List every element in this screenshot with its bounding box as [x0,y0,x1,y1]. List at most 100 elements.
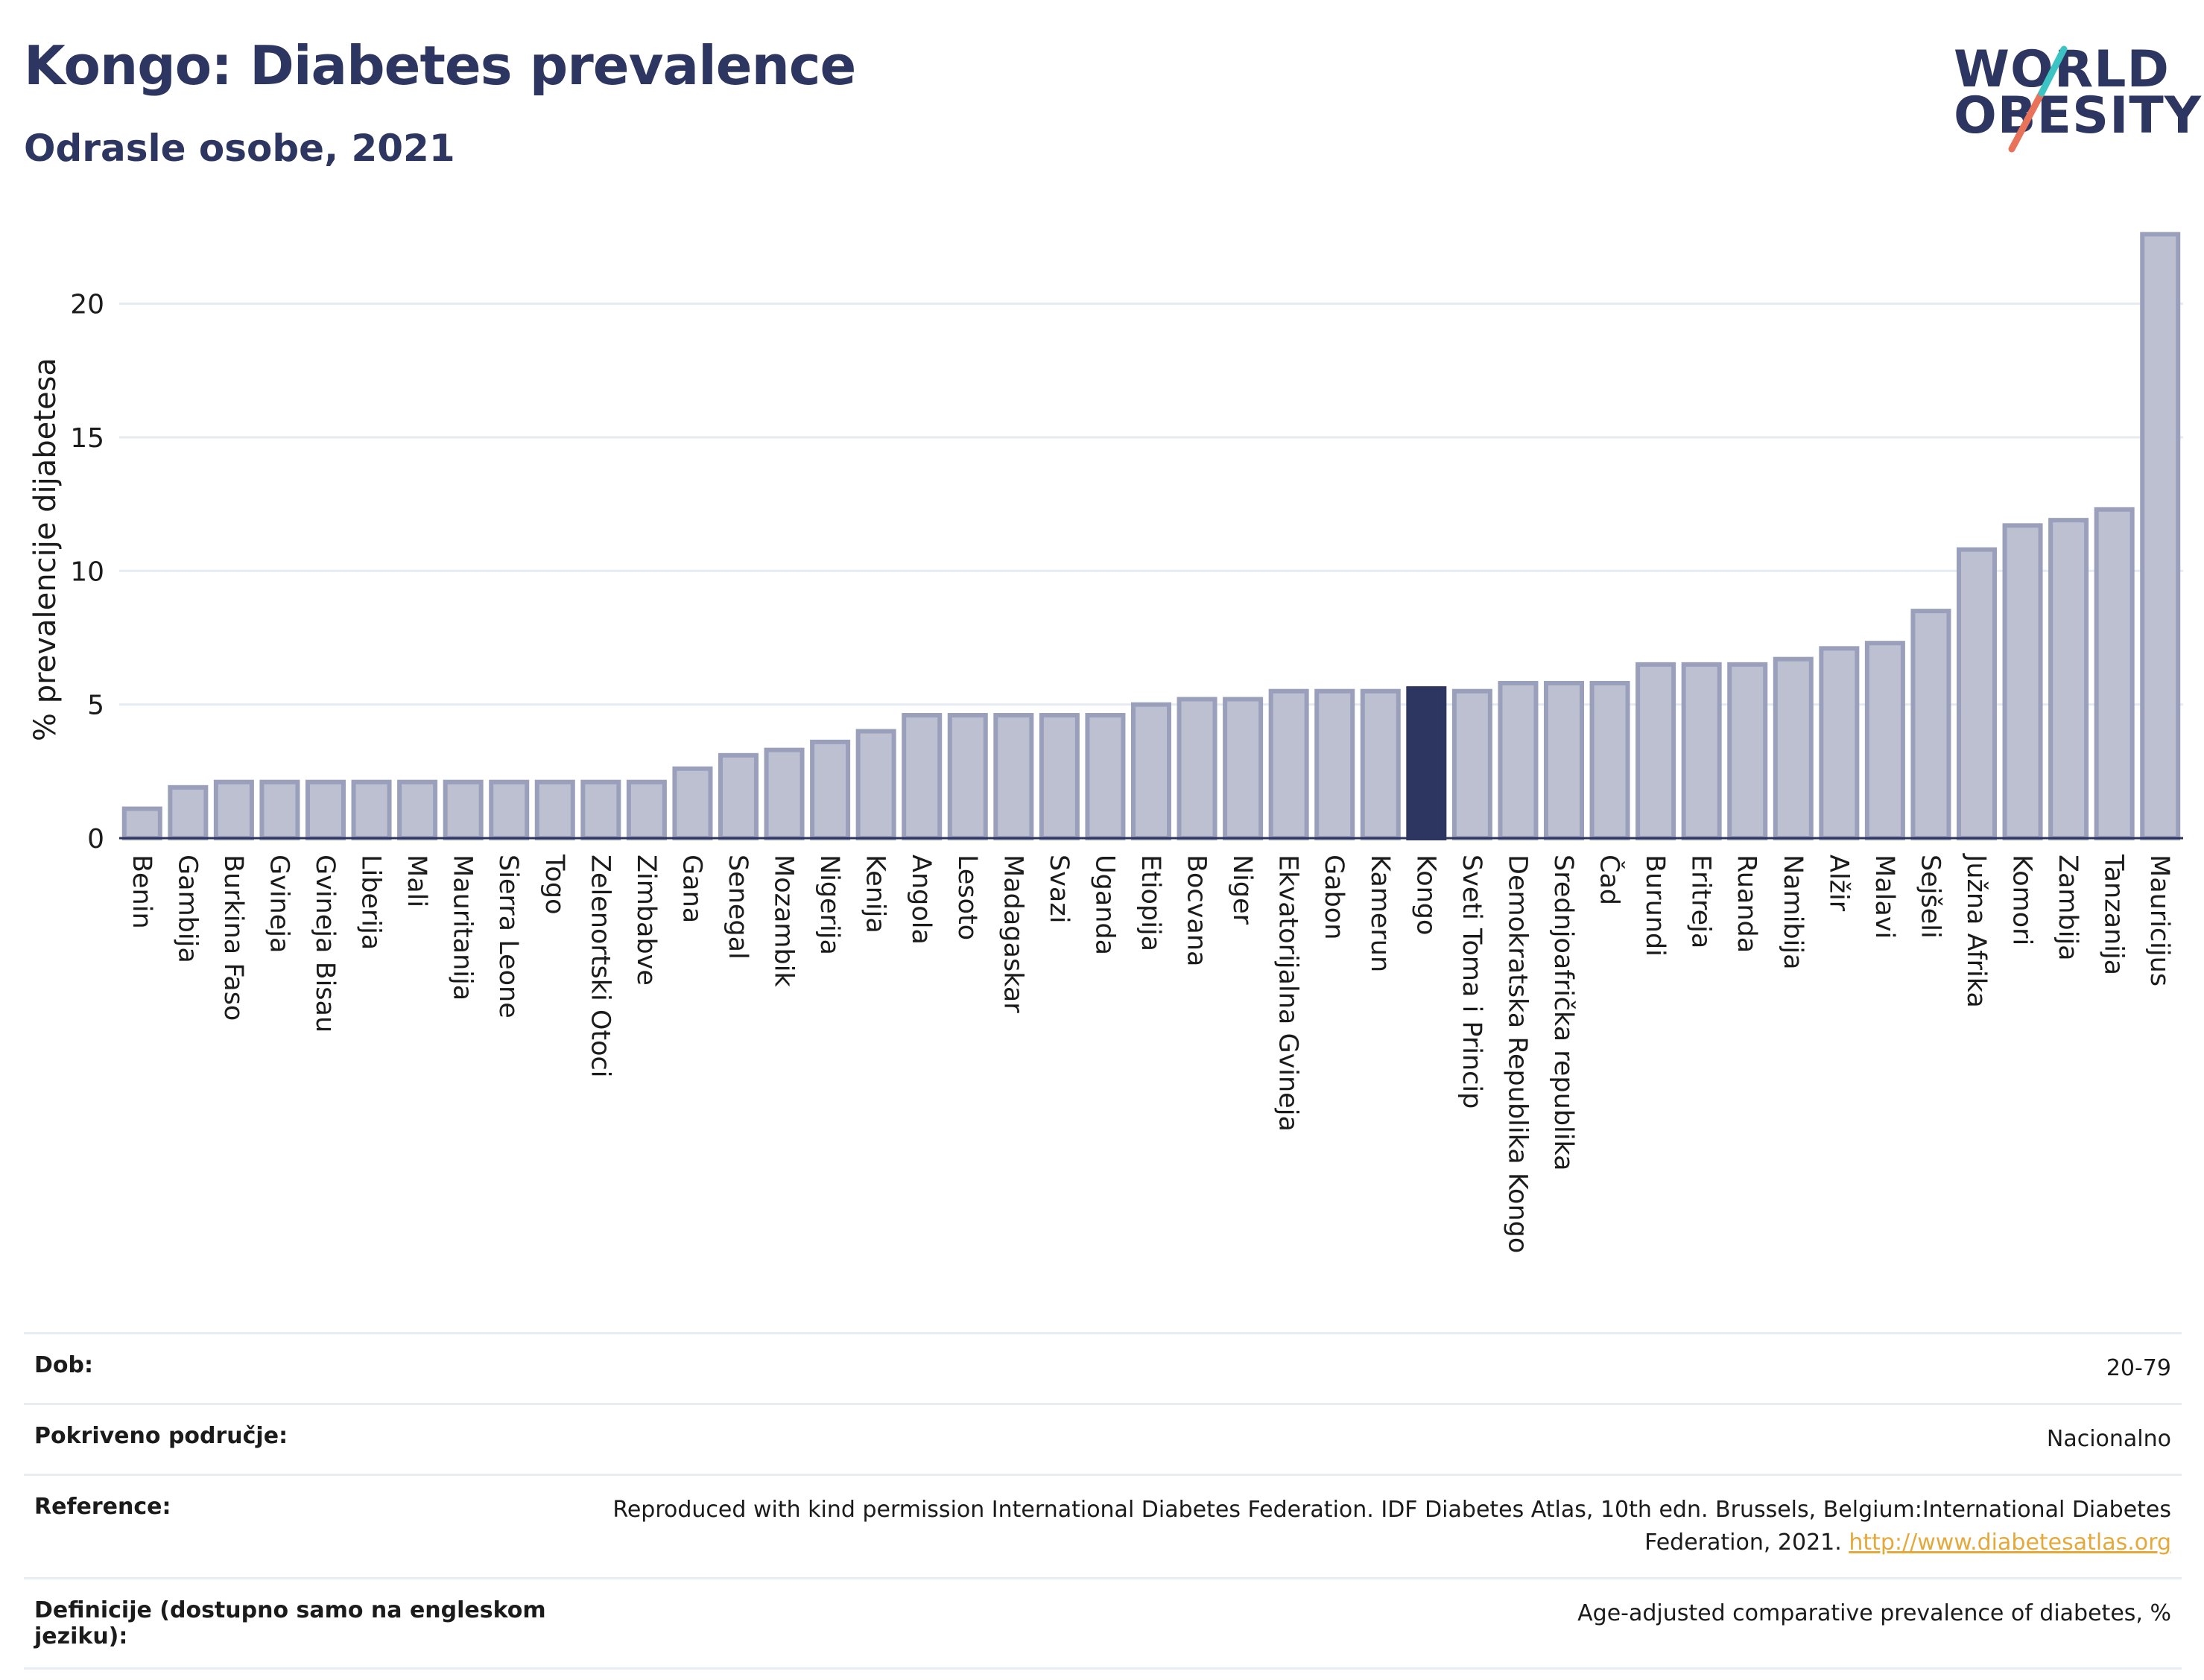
bar [1130,702,1172,840]
bar [1268,688,1309,841]
y-tick-label: 5 [87,691,104,721]
info-value: Age-adjusted comparative prevalence of d… [566,1577,2182,1670]
bar [397,779,438,841]
x-tick-label: Kongo [1410,855,1440,935]
x-tick-label: Kamerun [1365,855,1395,972]
page-subtitle: Odrasle osobe, 2021 [24,127,455,170]
bar [1406,686,1447,840]
x-tick-label: Lesoto [952,855,982,940]
bar [305,779,346,841]
x-tick-label: Senegal [723,855,753,960]
x-tick-label: Benin [127,855,156,929]
info-row-age: Dob: 20-79 [24,1332,2182,1405]
info-value: 20-79 [566,1332,2182,1405]
bar-chart: 0 5 10 15 20 % prevalencije dijabetesa Benin Ga… [28,232,2183,1253]
y-tick-label: 0 [87,824,104,855]
info-row-definition: Definicije (dostupno samo na engleskom j… [24,1577,2182,1670]
world-obesity-logo: WORLD OBESITY [1937,22,2201,156]
bar [1039,713,1080,840]
x-tick-label: Kenija [861,855,890,933]
logo-slash-icon [2008,45,2068,153]
bar [2140,232,2181,840]
bar [1727,662,1768,841]
bar [1819,646,1860,841]
info-row-coverage: Pokriveno područje: Nacionalno [24,1403,2182,1476]
bar [259,779,300,841]
bar [1451,688,1492,841]
x-tick-label: Gvineja Bisau [310,855,340,1033]
x-tick-label: Svazi [1044,855,1074,923]
x-tick-label: Južna Afrika [1961,853,1991,1008]
x-tick-label: Mauritanija [448,855,478,1001]
bar [1498,680,1539,841]
x-tick-label: Gvineja [264,855,294,953]
bar [1589,680,1630,841]
bar [1681,662,1722,841]
bar [810,739,851,840]
bar [580,779,621,841]
x-tick-label: Demokratska Republika Kongo [1502,855,1532,1253]
bar [443,779,484,841]
y-tick-label: 20 [70,290,104,320]
x-tick-label: Eritreja [1686,855,1716,948]
x-tick-label: Burkina Faso [218,855,248,1021]
x-tick-label: Namibija [1778,855,1808,970]
info-label: Pokriveno područje: [24,1403,566,1476]
x-tick-label: Alžir [1823,855,1853,912]
bar [2094,507,2135,840]
info-value: Nacionalno [566,1403,2182,1476]
x-tick-label: Togo [539,854,569,914]
x-tick-label: Madagaskar [998,855,1027,1013]
x-tick-label: Sveti Toma i Princip [1457,855,1486,1109]
reference-link[interactable]: http://www.diabetesatlas.org [1849,1530,2171,1556]
bar [1543,680,1585,841]
x-tick-label: Zimbabve [631,855,661,986]
info-label: Reference: [24,1474,566,1579]
x-tick-label: Niger [1227,855,1257,925]
x-tick-label: Sejšeli [1915,855,1945,939]
x-tick-label: Ruanda [1732,855,1761,953]
bar [1177,697,1217,841]
x-tick-label: Nigerija [814,855,844,955]
x-tick-label: Zelenortski Otoci [585,855,615,1077]
x-tick-label: Komori [2007,855,2037,945]
x-tick-label: Ekvatorijalna Gvineja [1273,855,1303,1132]
bar [993,713,1034,840]
x-tick-label: Bocvana [1182,855,1212,966]
bar [1956,547,1998,840]
info-label: Dob: [24,1332,566,1405]
x-tick-label: Uganda [1089,855,1119,955]
bar [1635,662,1676,841]
x-tick-label: Mozambik [769,855,799,987]
bar [764,747,805,840]
x-tick-label: Gambija [172,855,202,963]
bar [672,766,713,841]
logo-line-2: OBESITY [1954,86,2202,145]
x-tick-label: Gabon [1319,855,1349,939]
x-tick-label: Mali [402,855,431,907]
bar [626,779,667,841]
y-tick-label: 10 [70,557,104,587]
x-tick-label: Liberija [356,855,386,950]
page-title: Kongo: Diabetes prevalence [24,34,856,97]
bar [213,779,254,841]
bar [489,779,530,841]
x-tick-label: Zambija [2053,855,2083,961]
reference-text: Reproduced with kind permission Internat… [612,1497,2171,1556]
x-tick-label: Tanzanija [2099,854,2129,975]
bar [121,806,162,840]
info-value-reference: Reproduced with kind permission Internat… [566,1474,2182,1579]
y-tick-label: 15 [70,423,104,454]
bar [2048,518,2089,840]
x-tick-label: Mauricijus [2144,855,2174,986]
bar [351,779,392,841]
bar [855,729,896,840]
bar [1773,656,1814,840]
bar [2002,523,2043,841]
bar [1085,713,1126,840]
bar [534,779,575,841]
info-table: Dob: 20-79 Pokriveno područje: Nacionaln… [24,1332,2182,1670]
bar [1223,697,1264,841]
x-tick-label: Čad [1595,855,1626,905]
bar [947,713,988,840]
